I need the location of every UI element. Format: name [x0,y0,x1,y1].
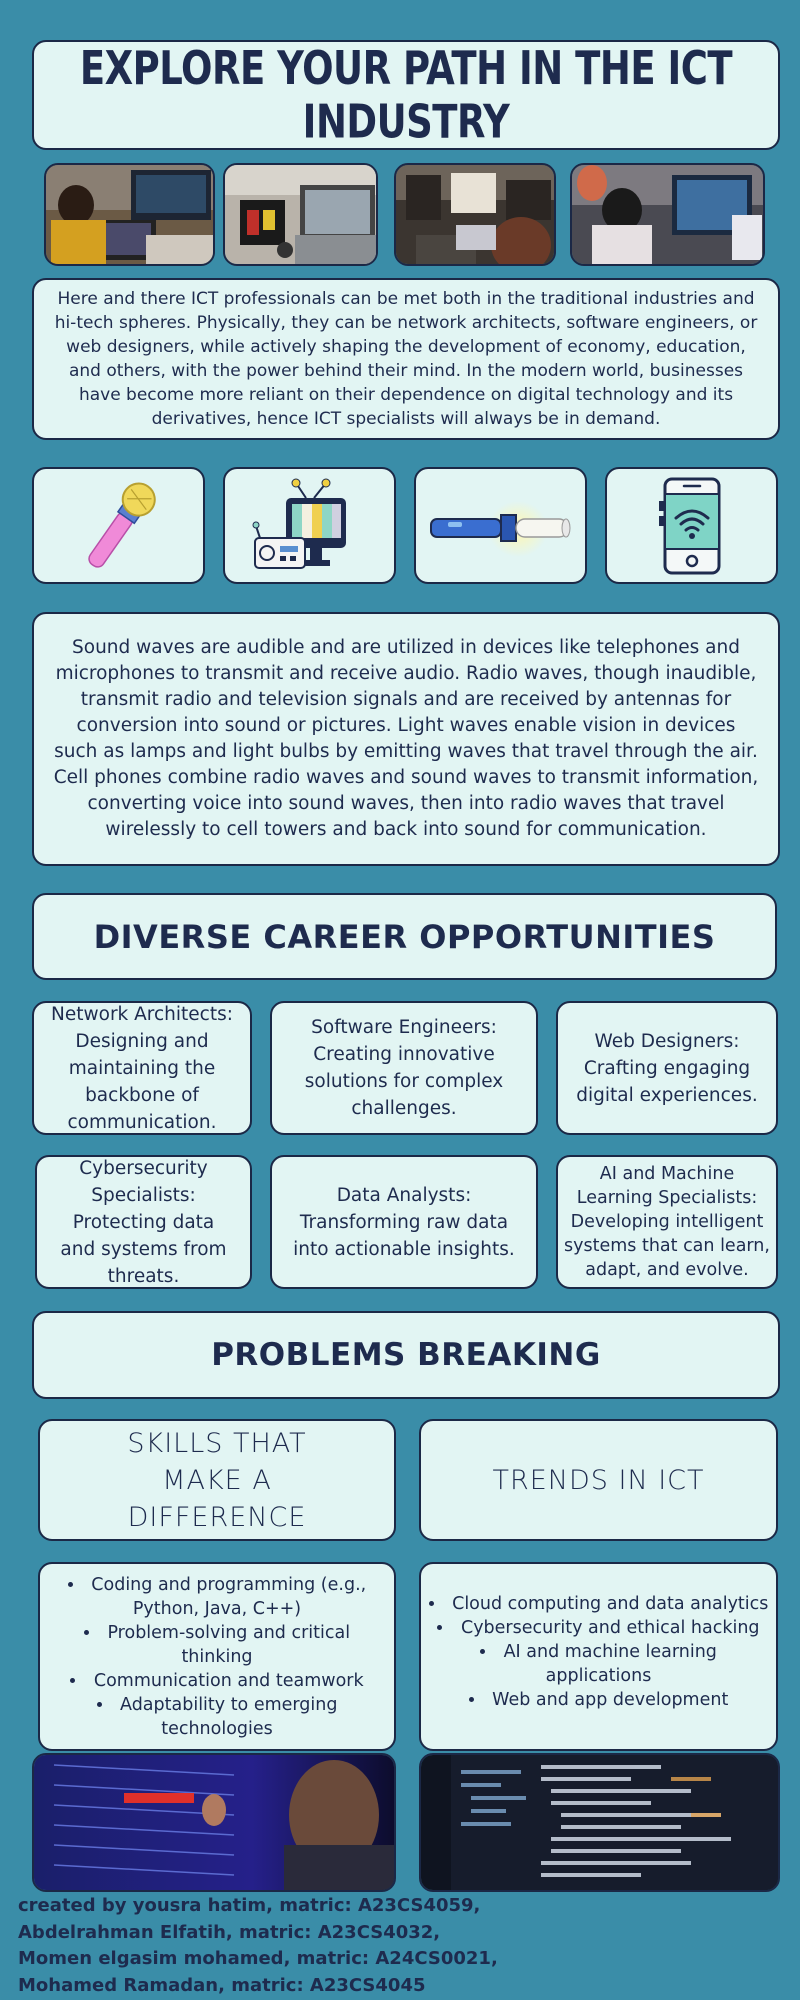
list-item: Problem-solving and critical thinking [67,1621,367,1669]
meeting-room-photo [394,163,556,266]
radio-tv-box [223,467,396,584]
career-card: Network Architects: Designing and mainta… [32,1001,252,1135]
problems-heading-panel: PROBLEMS BREAKING [32,1311,780,1399]
smartphone-box [605,467,778,584]
list-item: Web and app development [429,1688,769,1712]
person-laptops-photo [44,163,215,266]
trends-heading-panel: TRENDS IN ICT [419,1419,778,1541]
career-card: Data Analysts: Transforming raw data int… [270,1155,538,1289]
flashlight-icon [429,500,570,557]
credits: created by yousra hatim, matric: A23CS40… [18,1893,498,1999]
career-text: Network Architects: Designing and mainta… [51,1003,233,1133]
skills-heading: SKILLS THAT MAKE A DIFFERENCE [127,1427,307,1533]
list-item: AI and machine learning applications [429,1640,769,1688]
waves-panel: Sound waves are audible and are utilized… [32,612,780,866]
career-text: Software Engineers: Creating innovative … [304,1017,504,1119]
trends-list-panel: Cloud computing and data analytics Cyber… [419,1562,778,1751]
careers-heading: DIVERSE CAREER OPPORTUNITIES [93,917,716,956]
career-text: AI and Machine Learning Specialists: Dev… [564,1164,770,1280]
code-screen-photo [419,1753,780,1892]
trends-list: Cloud computing and data analytics Cyber… [429,1592,769,1712]
list-item: Coding and programming (e.g., Python, Ja… [67,1573,367,1621]
careers-heading-panel: DIVERSE CAREER OPPORTUNITIES [32,893,777,980]
list-item: Adaptability to emerging technologies [67,1693,367,1741]
skills-list-panel: Coding and programming (e.g., Python, Ja… [38,1562,396,1751]
skills-list: Coding and programming (e.g., Python, Ja… [67,1573,367,1741]
list-item: Cybersecurity and ethical hacking [429,1616,769,1640]
career-card: Software Engineers: Creating innovative … [270,1001,538,1135]
list-item: Communication and teamwork [67,1669,367,1693]
intro-panel: Here and there ICT professionals can be … [32,278,780,440]
page-title: EXPLORE YOUR PATH IN THE ICT INDUSTRY [79,41,733,149]
career-text: Web Designers: Crafting engaging digital… [576,1030,758,1106]
microphone-icon [87,482,156,568]
hardware-workbench-photo [223,163,378,266]
intro-text: Here and there ICT professionals can be … [54,289,758,429]
career-card: Web Designers: Crafting engaging digital… [556,1001,778,1135]
server-rack-technician-photo [32,1753,396,1892]
list-item: Cloud computing and data analytics [429,1592,769,1616]
title-banner: EXPLORE YOUR PATH IN THE ICT INDUSTRY [32,40,780,150]
career-text: Cybersecurity Specialists: Protecting da… [60,1157,227,1287]
microphone-box [32,467,205,584]
credit-line: created by yousra hatim, matric: A23CS40… [18,1895,481,1916]
credit-line: Mohamed Ramadan, matric: A23CS4045 [18,1974,426,1996]
smartphone-wifi-icon [658,477,720,574]
career-card: Cybersecurity Specialists: Protecting da… [35,1155,252,1289]
students-computer-photo [570,163,765,266]
skills-heading-panel: SKILLS THAT MAKE A DIFFERENCE [38,1419,396,1541]
credit-line: Abdelrahman Elfatih, matric: A23CS4032, [18,1921,441,1943]
credit-line: Momen elgasim mohamed, matric: A24CS0021… [18,1948,498,1969]
radio-tv-icon [252,478,346,569]
career-text: Data Analysts: Transforming raw data int… [293,1184,515,1260]
career-card: AI and Machine Learning Specialists: Dev… [556,1155,778,1289]
flashlight-box [414,467,587,584]
problems-heading: PROBLEMS BREAKING [211,1337,601,1373]
trends-heading: TRENDS IN ICT [492,1464,705,1496]
waves-text: Sound waves are audible and are utilized… [53,637,759,840]
